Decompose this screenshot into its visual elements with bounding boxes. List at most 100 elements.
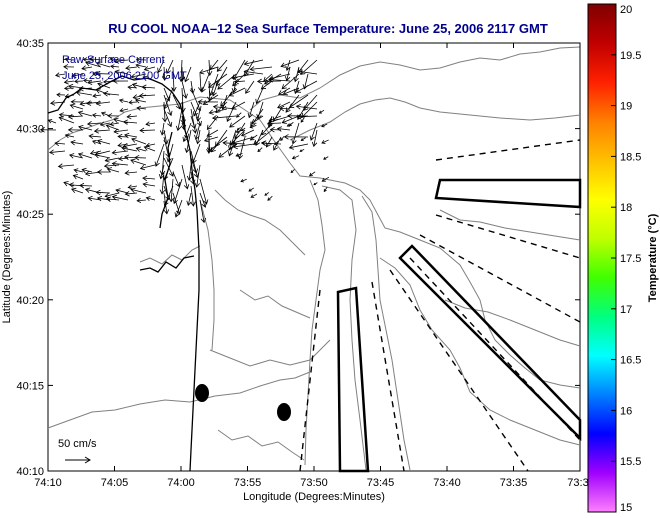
current-vector-head (198, 69, 205, 75)
current-vector (208, 80, 211, 101)
current-vector-head (128, 100, 133, 105)
current-vector-head (243, 60, 249, 67)
current-vector (65, 134, 75, 138)
current-vector (92, 140, 102, 145)
current-vector (251, 115, 264, 124)
current-vector-head (166, 157, 172, 163)
current-vector (264, 73, 282, 85)
current-vector-head (84, 187, 91, 193)
current-vector-head (253, 139, 259, 145)
current-vector (50, 101, 66, 104)
current-vector-head (295, 104, 301, 110)
current-vector-head (87, 79, 93, 85)
colorbar-tick-label: 15.5 (620, 456, 641, 468)
current-vector-head (122, 143, 128, 149)
current-vector-head (72, 174, 79, 180)
current-vector (304, 73, 309, 89)
current-vector (93, 94, 102, 97)
current-vector-head (183, 184, 190, 190)
contour-line-6 (379, 257, 581, 446)
current-vector (140, 164, 156, 169)
current-vector (163, 101, 166, 122)
current-vector (280, 136, 285, 141)
current-vector-head (106, 167, 113, 173)
current-vector-head (130, 187, 136, 193)
current-vector-head (174, 212, 180, 218)
current-vector (190, 87, 201, 111)
current-vector-head (142, 175, 148, 182)
current-vector (94, 154, 111, 159)
x-axis-label: Longitude (Degrees:Minutes) (243, 491, 385, 503)
current-vector-head (145, 121, 151, 127)
current-vector-head (99, 121, 105, 127)
current-vector (74, 169, 84, 173)
current-vector (310, 122, 318, 141)
current-vector (223, 142, 246, 145)
current-vector (163, 157, 174, 180)
current-vector-head (145, 196, 151, 201)
current-vector-head (267, 120, 273, 127)
y-tick-label: 40:10 (16, 466, 44, 478)
current-vector-head (249, 124, 254, 129)
current-vector-head (281, 84, 287, 90)
x-tick-label: 73:55 (234, 477, 262, 489)
current-vector (68, 115, 84, 118)
current-vector-head (92, 71, 97, 77)
current-vector (83, 59, 93, 61)
current-vector-head (115, 188, 121, 194)
current-vector-head (226, 116, 232, 122)
colorbar-tick-label: 20 (620, 4, 632, 16)
current-vector-head (100, 111, 106, 117)
contour-line-13 (217, 429, 305, 461)
current-vector (79, 185, 93, 187)
current-vector (281, 73, 300, 89)
current-vector (181, 87, 184, 113)
current-vector-head (318, 110, 322, 114)
current-vector-head (291, 139, 297, 145)
current-vector-field (39, 56, 330, 224)
current-vector-head (68, 182, 74, 188)
current-vector (261, 142, 282, 145)
x-tick-label: 74:10 (34, 477, 62, 489)
current-vector (135, 99, 147, 103)
current-vector (269, 73, 291, 80)
coastline-main (184, 129, 200, 472)
current-vector-head (269, 126, 275, 133)
x-tick-label: 73:35 (500, 477, 528, 489)
current-vector (257, 147, 263, 152)
current-vector (215, 66, 228, 86)
current-vector-head (228, 91, 234, 97)
current-vector (278, 87, 291, 95)
current-vector (283, 87, 300, 95)
current-vector (163, 87, 174, 109)
current-vector (236, 112, 242, 118)
colorbar-tick-label: 19 (620, 101, 632, 113)
current-vector-head (194, 182, 200, 188)
current-vector-head (175, 104, 181, 110)
current-vector-head (71, 72, 77, 79)
current-vector-head (131, 82, 138, 88)
current-vector (137, 199, 147, 202)
current-vector (177, 108, 183, 131)
current-vector-head (193, 172, 199, 179)
current-vector (65, 94, 75, 98)
current-vector-head (192, 111, 199, 117)
current-vector (190, 108, 196, 134)
current-vector-head (87, 195, 93, 202)
contour-line-3 (289, 97, 581, 141)
current-vector-head (206, 132, 212, 137)
current-vector-head (69, 153, 75, 159)
annotation-line-2: June 25, 2006 2100 GMT (62, 70, 187, 82)
current-vector (192, 143, 201, 164)
dashed-line-4 (409, 257, 581, 441)
y-axis-ticks: 40:35 40:30 40:25 40:20 40:15 40:10 (16, 38, 580, 478)
current-vector-head (131, 137, 137, 143)
current-vector-head (57, 163, 63, 169)
current-vector-head (250, 194, 255, 198)
current-vector-head (135, 57, 141, 63)
current-vector-head (64, 93, 70, 99)
current-vector (155, 143, 165, 167)
current-vector-head (117, 142, 123, 148)
contour-line-4 (47, 371, 311, 429)
current-vector (212, 80, 219, 96)
